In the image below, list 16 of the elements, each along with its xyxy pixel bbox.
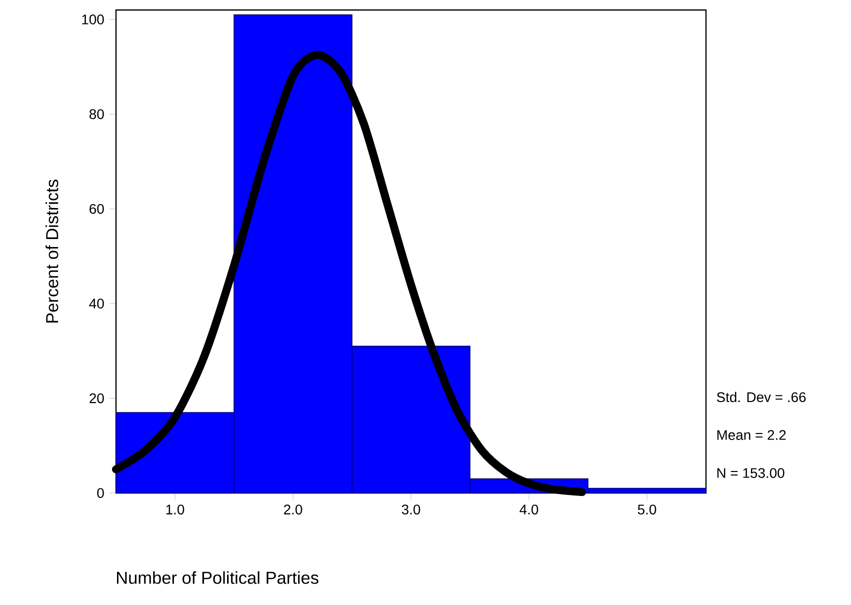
y-tick-label: 60 [90, 204, 104, 214]
y-tick-label: 40 [89, 298, 104, 309]
y-tick-label: 100 [82, 14, 104, 24]
x-tick-label: 3.0 [402, 504, 420, 514]
x-tick-label: 1.0 [166, 504, 184, 514]
x-axis-title: Number of Political Parties [117, 571, 318, 584]
y-tick-label: 20 [90, 393, 104, 404]
y-axis-title: Percent of Districts [46, 180, 58, 323]
text: Std. Dev = .66 [716, 392, 806, 402]
x-tick-label: 5.0 [638, 504, 656, 514]
x-tick-label: 4.0 [520, 504, 538, 514]
text: N = 153.00 [717, 468, 784, 478]
text: Mean = 2.2 [717, 430, 786, 440]
y-tick-label: 80 [90, 109, 104, 120]
x-tick-label: 2.0 [284, 504, 302, 514]
y-tick-label: 0 [97, 488, 104, 498]
